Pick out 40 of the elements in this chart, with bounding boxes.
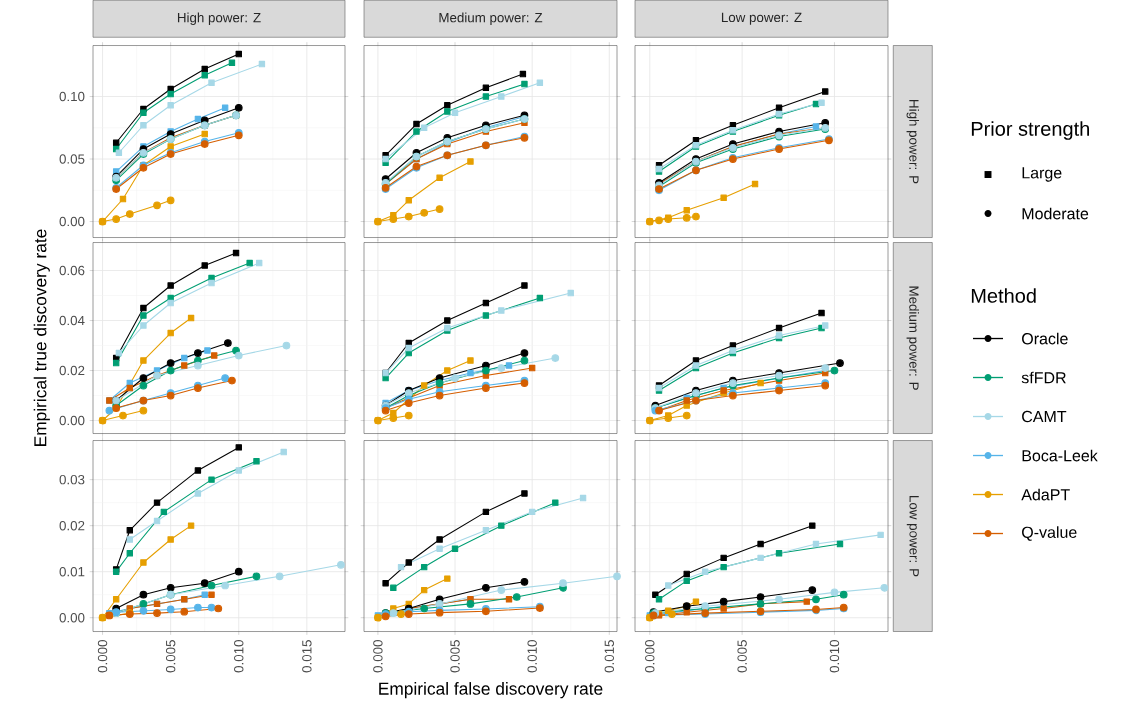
- x-tick-label: 0.005: [450, 640, 460, 673]
- legend-label: Moderate: [1022, 207, 1089, 220]
- x-tick-label: 0.010: [829, 640, 840, 673]
- x-tick-label: 0.015: [302, 640, 312, 673]
- legend-label: Large: [1022, 167, 1062, 182]
- legend-label: Oracle: [1022, 332, 1068, 345]
- chart-title: High power: Z: [177, 12, 261, 26]
- y-tick-label: 0.02: [59, 521, 85, 531]
- x-tick-label: 0.005: [165, 640, 176, 673]
- legend-label: CAMT: [1022, 411, 1067, 423]
- y-tick-label: 0.00: [59, 613, 85, 623]
- x-tick-label: 0.000: [97, 640, 108, 673]
- x-tick-label: 0.010: [527, 640, 537, 673]
- y-tick-label: 0.06: [59, 266, 85, 276]
- legend-label: Q-value: [1022, 526, 1077, 542]
- legend-label: sfFDR: [1021, 371, 1066, 384]
- y-tick-label: 0.02: [59, 366, 85, 376]
- y2-axis-title: Low power: P: [906, 496, 919, 577]
- text: Prior strength: [971, 121, 1089, 141]
- legend-label: AdaPT: [1021, 488, 1070, 501]
- y2-axis-title: Medium power: P: [906, 286, 919, 391]
- x-tick-label: 0.000: [645, 640, 655, 673]
- chart-title: Low power: Z: [721, 13, 802, 25]
- x-tick-label: 0.010: [234, 640, 244, 673]
- y-tick-label: 0.00: [59, 217, 85, 227]
- legend-title: Method: [971, 288, 1036, 304]
- x-tick-label: 0.000: [373, 640, 383, 673]
- y-tick-label: 0.01: [59, 567, 85, 577]
- x-axis-title: Empirical false discovery rate: [379, 682, 603, 699]
- y-axis-title: Empirical true discovery rate: [33, 229, 50, 447]
- y2-axis-title: High power: P: [906, 100, 919, 184]
- y-tick-label: 0.03: [59, 475, 85, 485]
- chart-title: Medium power: Z: [439, 12, 543, 26]
- y-tick-label: 0.05: [59, 154, 85, 164]
- y-tick-label: 0.04: [59, 316, 85, 326]
- y-tick-label: 0.00: [59, 416, 85, 426]
- y-tick-label: 0.10: [59, 92, 85, 102]
- legend-label: Boca-Leek: [1022, 449, 1098, 462]
- x-tick-label: 0.015: [604, 640, 615, 673]
- x-tick-label: 0.005: [737, 640, 747, 673]
